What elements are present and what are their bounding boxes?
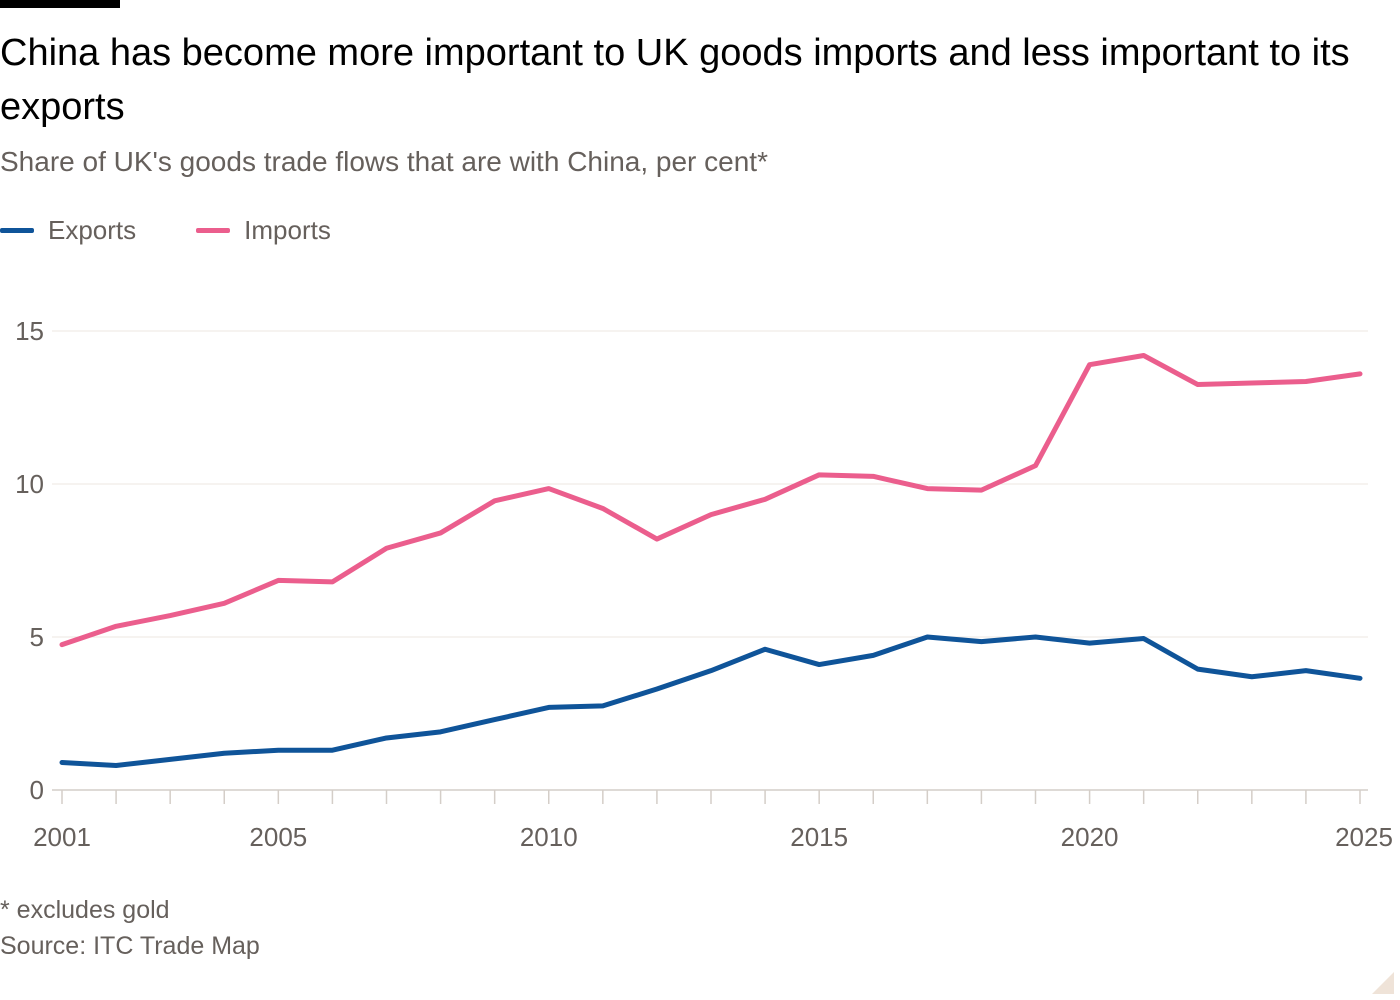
source-note: Source: ITC Trade Map	[0, 932, 260, 960]
y-tick-label-10: 10	[15, 469, 44, 499]
legend-label-exports: Exports	[48, 214, 137, 245]
legend-swatch-imports	[196, 227, 231, 233]
y-tick-label-0: 0	[30, 775, 44, 805]
legend-item-exports: Exports	[0, 215, 136, 246]
legend-item-imports: Imports	[196, 215, 331, 246]
footnote: * excludes gold	[0, 896, 170, 924]
line-chart: 0 5 10 15 2001 2005 2010 2015 2020 2025	[15, 316, 1393, 852]
legend-label-imports: Imports	[244, 214, 331, 245]
x-tick-label-2005: 2005	[249, 822, 307, 852]
brand-bar	[0, 0, 120, 8]
x-tick-label-2001: 2001	[33, 822, 91, 852]
axis-layer: 0 5 10 15 2001 2005 2010 2015 2020 2025	[15, 316, 1393, 852]
series-line-exports	[59, 634, 1363, 769]
legend-swatch-exports	[0, 227, 34, 233]
x-tick-label-2020: 2020	[1061, 822, 1119, 852]
x-tick-label-2025: 2025	[1335, 822, 1393, 852]
y-tick-label-15: 15	[15, 316, 44, 346]
x-tick-label-2015: 2015	[790, 822, 848, 852]
series-line-imports	[59, 352, 1363, 648]
series-layer	[59, 352, 1363, 769]
chart-subtitle: Share of UK's goods trade flows that are…	[0, 146, 768, 177]
grid-layer	[52, 330, 1368, 638]
chart-title: China has become more important to UK go…	[0, 32, 1350, 128]
x-tick-label-2010: 2010	[520, 822, 578, 852]
corner-mark	[1372, 972, 1394, 994]
y-tick-label-5: 5	[30, 622, 44, 652]
legend: Exports Imports	[0, 210, 391, 250]
